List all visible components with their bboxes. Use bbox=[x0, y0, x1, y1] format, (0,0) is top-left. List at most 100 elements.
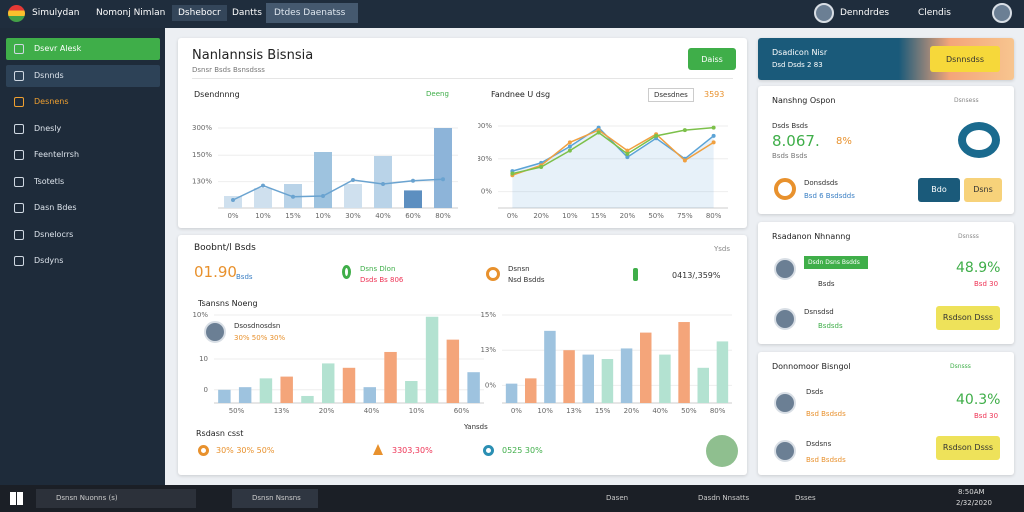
point bbox=[351, 178, 355, 182]
avatar bbox=[814, 3, 834, 23]
menu[interactable]: Dsnsss bbox=[950, 363, 971, 370]
line bbox=[512, 126, 714, 175]
bar bbox=[404, 190, 422, 208]
button[interactable]: Rsdson Dsss bbox=[936, 436, 1000, 460]
x-tick-label: 15% bbox=[591, 212, 607, 220]
banner-button[interactable]: Dsnnsdss bbox=[930, 46, 1000, 72]
point bbox=[711, 140, 716, 145]
x-tick-label: 30% bbox=[345, 212, 361, 220]
chart: 15% 13% 0% 0% 10% 13% 15% 20% 40% 50% 80% bbox=[480, 311, 732, 415]
value-sub: Bsd 30 bbox=[974, 280, 999, 288]
y-tick-label: 13% bbox=[480, 346, 496, 354]
dropdown[interactable]: Dtdes Daenatss bbox=[266, 3, 358, 23]
button[interactable]: Dsns bbox=[964, 178, 1002, 202]
bar bbox=[259, 378, 273, 403]
bar bbox=[342, 367, 356, 403]
area bbox=[512, 127, 714, 208]
percent: 8% bbox=[836, 136, 852, 147]
bar bbox=[697, 367, 709, 403]
avatar bbox=[774, 440, 796, 462]
link[interactable]: Ysds bbox=[714, 245, 731, 253]
x-tick-label: 20% bbox=[533, 212, 549, 220]
row-title: Donsdsds bbox=[804, 179, 838, 187]
nav-item[interactable]: Feentelrrsh bbox=[34, 150, 80, 159]
tray: Dasdn Nnsatts bbox=[698, 494, 750, 502]
x-tick-label: 50% bbox=[648, 212, 664, 220]
x-tick-label: 20% bbox=[620, 212, 636, 220]
time: 8:50AM bbox=[958, 488, 985, 496]
nav-item[interactable]: Dnesly bbox=[34, 123, 62, 133]
value: 40.3% bbox=[956, 392, 1001, 408]
card: Donnomoor Bisngol Dsnsss Dsds Bsd Bsdsds… bbox=[758, 352, 1014, 475]
start[interactable] bbox=[10, 492, 23, 505]
y-tick-label: 100% bbox=[478, 122, 492, 130]
point bbox=[682, 128, 687, 133]
nav-item[interactable]: Dsevr Alesk bbox=[6, 38, 160, 60]
button[interactable]: Bdo bbox=[918, 178, 960, 202]
point bbox=[261, 183, 265, 188]
bar bbox=[525, 378, 537, 403]
icon bbox=[373, 444, 383, 455]
search[interactable]: Dsnsn Nuonns (s) bbox=[36, 489, 196, 508]
nav-item[interactable]: Dsnnds bbox=[6, 64, 160, 87]
bar bbox=[434, 128, 452, 208]
fab[interactable] bbox=[706, 435, 738, 467]
tab[interactable]: Dshebocr bbox=[172, 5, 227, 21]
avatar bbox=[204, 321, 226, 343]
filter[interactable]: Deeng bbox=[426, 90, 449, 98]
x-tick-label: 40% bbox=[364, 407, 380, 415]
x-tick-label: 60% bbox=[405, 212, 421, 220]
button[interactable]: Rsdson Dsss bbox=[936, 306, 1000, 330]
y-tick-label: 10% bbox=[192, 311, 208, 319]
tab[interactable]: Dantts bbox=[232, 8, 262, 18]
avatar bbox=[774, 308, 796, 330]
avatar bbox=[774, 258, 796, 280]
x-tick-label: 10% bbox=[255, 212, 271, 220]
menu[interactable]: Dsnsss bbox=[958, 233, 979, 240]
topbar: Simulydan Nomonj Nimlan Dshebocr Dantts … bbox=[0, 0, 1024, 28]
x-tick-label: 13% bbox=[274, 407, 290, 415]
stat-label: Nsd Bsdds bbox=[508, 276, 545, 284]
value: 8.067. bbox=[772, 132, 820, 150]
stat-value: Dsnsn bbox=[508, 265, 530, 273]
menu[interactable]: Dsnsess bbox=[954, 97, 979, 104]
x-tick-label: 50% bbox=[681, 407, 697, 415]
x-tick-label: 20% bbox=[624, 407, 640, 415]
name: Dsds bbox=[806, 388, 824, 396]
nav-item[interactable]: Tsotetls bbox=[34, 176, 65, 186]
date: 2/32/2020 bbox=[956, 499, 992, 507]
bar bbox=[384, 351, 397, 403]
nav-item[interactable]: Dsnelocrs bbox=[34, 229, 74, 239]
nav-item[interactable]: Dsdyns bbox=[34, 256, 64, 265]
y-tick-label: 10 bbox=[199, 355, 208, 363]
bar bbox=[405, 381, 418, 403]
y-tick-label: 300% bbox=[192, 124, 212, 132]
y-tick-label: 130% bbox=[192, 178, 212, 186]
sub: Bsdsds bbox=[818, 322, 843, 330]
nav-item[interactable]: Desnens bbox=[34, 97, 69, 106]
tab[interactable]: Nomonj Nimlan bbox=[96, 8, 166, 18]
x-tick-label: 75% bbox=[677, 212, 693, 220]
bar bbox=[544, 330, 556, 403]
user-name[interactable]: Denndrdes bbox=[840, 8, 890, 18]
line bbox=[232, 178, 444, 201]
icon bbox=[483, 445, 494, 456]
primary-button[interactable]: Daiss bbox=[688, 48, 736, 70]
nav-item[interactable]: Dasn Bdes bbox=[34, 203, 77, 212]
bar bbox=[620, 348, 633, 403]
sidebar: Dsevr Alesk Dsnnds Desnens Dnesly Feentelrrs… bbox=[0, 28, 165, 485]
bar bbox=[425, 316, 439, 403]
card-title: Rsadanon Nhnanng bbox=[772, 232, 851, 241]
user-name[interactable]: Clendis bbox=[918, 8, 951, 18]
card: Rsadanon Nhnanng Dsnsss Dsdn Dsns Bsdds … bbox=[758, 222, 1014, 344]
row-sub: Bsd 6 Bsdsdds bbox=[804, 192, 855, 200]
x-tick-label: 15% bbox=[595, 407, 611, 415]
section-title: Boobnt/l Bsds bbox=[194, 243, 256, 253]
tray: Dasen bbox=[606, 494, 629, 502]
taskbar: Dsnsn Nuonns (s) Dsnsn Nsnsns Dasen Dasd… bbox=[0, 485, 1024, 512]
chart: 10% 10 0 50% 13% 20% 40% 10% 60% bbox=[192, 311, 484, 415]
chart: 100% 30% 0% 0% 20% 10% 15% 20% 50% 75% 80% bbox=[478, 122, 728, 220]
point bbox=[567, 148, 572, 153]
taskbar-app[interactable]: Dsnsn Nsnsns bbox=[232, 489, 318, 508]
